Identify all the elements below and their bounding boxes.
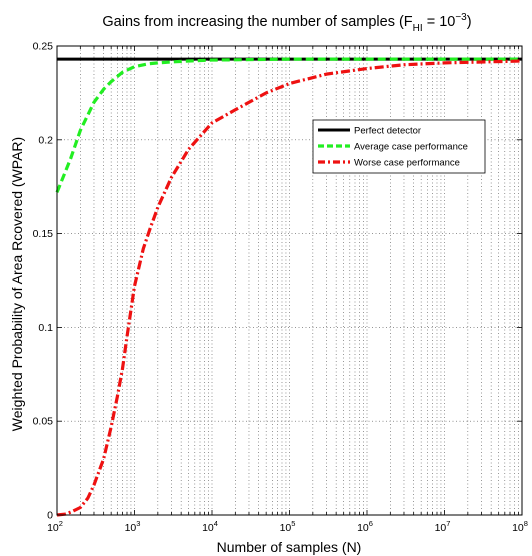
x-tick-label-base: 10 — [202, 522, 214, 534]
legend-label: Perfect detector — [354, 126, 421, 137]
x-tick-label-exponent: 3 — [136, 519, 140, 528]
y-tick-label: 0.2 — [38, 134, 53, 146]
x-tick-label-exponent: 8 — [524, 519, 528, 528]
x-tick-label: 103 — [125, 519, 141, 534]
y-tick-label: 0.25 — [33, 41, 54, 53]
x-axis-label: Number of samples (N) — [217, 539, 362, 555]
x-tick-label-exponent: 6 — [369, 519, 373, 528]
x-tick-label-exponent: 4 — [214, 519, 218, 528]
x-tick-label: 106 — [357, 519, 373, 534]
legend: Perfect detector Average case performance… — [312, 119, 486, 174]
x-tick-label-exponent: 2 — [59, 519, 63, 528]
series-line-worse-case — [56, 59, 523, 517]
chart-title-subscript: HI — [413, 23, 423, 34]
x-tick-label: 105 — [280, 519, 296, 534]
y-tick-label: 0.1 — [38, 322, 53, 334]
x-tick-label-base: 10 — [280, 522, 292, 534]
legend-label: Worse case performance — [354, 158, 460, 169]
x-tick-label: 102 — [47, 519, 63, 534]
y-tick-label: 0 — [47, 510, 53, 522]
x-tick-label-exponent: 5 — [291, 519, 295, 528]
chart-title-end: ) — [467, 14, 472, 30]
series-lines — [55, 57, 523, 517]
x-tick-label-exponent: 7 — [446, 519, 450, 528]
x-tick-label: 107 — [435, 519, 451, 534]
y-tick-label: 0.15 — [33, 228, 54, 240]
chart-title-superscript: −3 — [455, 12, 467, 23]
legend-label: Average case performance — [354, 142, 468, 153]
x-tick-label-base: 10 — [47, 522, 59, 534]
chart-title: Gains from increasing the number of samp… — [102, 12, 471, 34]
x-tick-label: 104 — [202, 519, 218, 534]
y-axis-label: Weighted Probability of Area Rcovered (W… — [9, 137, 25, 431]
chart-title-middle: = 10 — [423, 14, 456, 30]
x-tick-label: 108 — [512, 519, 528, 534]
x-tick-label-base: 10 — [125, 522, 137, 534]
series-line-average-case — [55, 57, 522, 193]
chart-title-main: Gains from increasing the number of samp… — [102, 14, 412, 30]
x-tick-label-base: 10 — [435, 522, 447, 534]
x-tick-label-base: 10 — [512, 522, 524, 534]
y-tick-label: 0.05 — [33, 416, 54, 428]
x-tick-label-base: 10 — [357, 522, 369, 534]
